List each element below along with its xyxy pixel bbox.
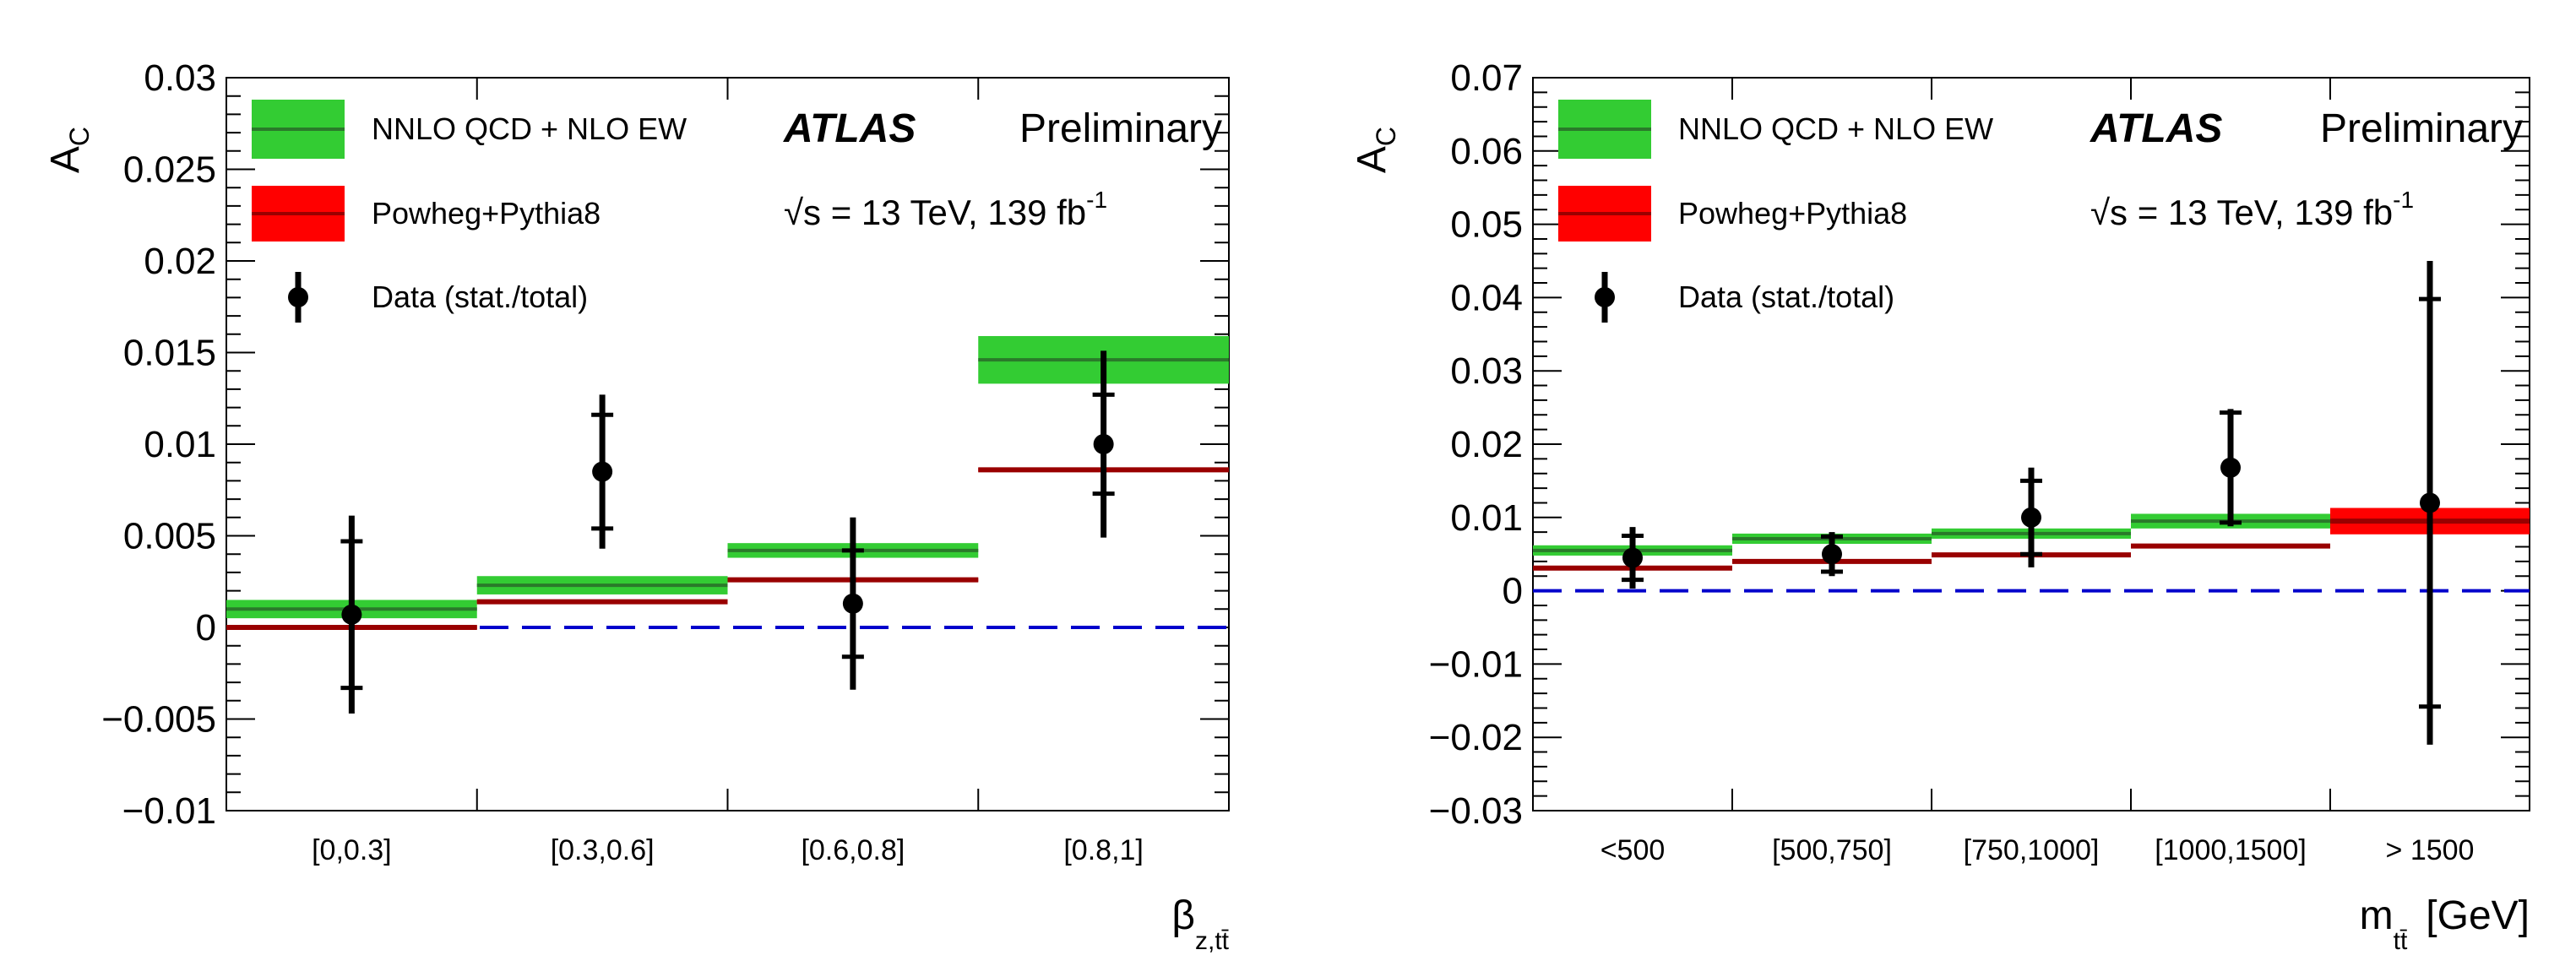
data-point — [1093, 434, 1114, 454]
y-axis-title: AC — [43, 127, 95, 173]
x-axis-title-sub: tt̄ — [2394, 927, 2408, 955]
x-category-label: [0,0.3] — [312, 834, 392, 866]
lumi-unit-superscript: -1 — [1086, 187, 1107, 213]
legend-data-label: Data (stat./total) — [372, 280, 588, 314]
x-category-label: <500 — [1600, 834, 1666, 866]
y-tick-label: 0.03 — [144, 57, 216, 99]
preliminary-label: Preliminary — [2320, 106, 2523, 151]
y-tick-label: 0.02 — [144, 241, 216, 282]
y-tick-label: 0.03 — [1450, 350, 1523, 392]
panel-right: −0.03 −0.02 −0.01 0 0.01 0.02 0.03 0.04 0.05 0.06… — [1350, 57, 2530, 955]
y-axis-title-sub: C — [1371, 127, 1401, 146]
y-axis-title: AC — [1350, 127, 1401, 173]
energy-lumi-text: √s = 13 TeV, 139 fb — [784, 193, 1086, 232]
x-category-label: [0.6,0.8] — [801, 834, 905, 866]
y-tick-label: 0.015 — [123, 333, 216, 374]
y-tick-label: −0.01 — [122, 790, 216, 832]
data-point — [592, 461, 613, 482]
y-axis-title-main: A — [1350, 146, 1394, 173]
y-tick-label: 0.06 — [1450, 131, 1523, 172]
data-point — [1622, 547, 1643, 568]
data-point — [341, 604, 362, 625]
legend-powheg-label: Powheg+Pythia8 — [1678, 196, 1907, 231]
legend-data-marker — [288, 287, 308, 307]
x-axis-title: mtt̄ [GeV] — [2360, 893, 2530, 955]
y-tick-label: −0.005 — [101, 699, 216, 741]
energy-lumi-label: √s = 13 TeV, 139 fb-1 — [2090, 187, 2414, 232]
x-axis-title-unit: [GeV] — [2426, 893, 2530, 938]
preliminary-label: Preliminary — [1019, 106, 1222, 151]
atlas-label: ATLAS — [2090, 106, 2222, 151]
x-category-label: [1000,1500] — [2155, 834, 2307, 866]
y-axis-title-main: A — [43, 146, 88, 173]
plot-frame — [226, 77, 1230, 811]
energy-lumi-label: √s = 13 TeV, 139 fb-1 — [784, 187, 1107, 232]
plot-frame — [1532, 77, 2530, 811]
y-tick-label: 0.05 — [1450, 204, 1523, 246]
lumi-unit-superscript: -1 — [2393, 187, 2414, 213]
legend-theory-label: NNLO QCD + NLO EW — [372, 111, 687, 146]
y-tick-label: −0.02 — [1429, 717, 1523, 758]
legend-powheg-label: Powheg+Pythia8 — [372, 196, 601, 231]
y-tick-label: 0.02 — [1450, 424, 1523, 465]
x-axis-title-main: m — [2360, 893, 2394, 938]
legend-data-marker — [1595, 287, 1615, 307]
x-category-label: > 1500 — [2386, 834, 2475, 866]
data-point — [1822, 544, 1842, 565]
data-point — [842, 593, 863, 614]
data-point — [2220, 457, 2241, 478]
y-tick-label: 0.04 — [1450, 277, 1523, 318]
atlas-label: ATLAS — [783, 106, 916, 151]
y-tick-label: 0.07 — [1450, 57, 1523, 99]
x-axis-title-sub: z,tt̄ — [1195, 927, 1230, 955]
y-tick-label: 0.005 — [123, 516, 216, 557]
y-tick-label: −0.03 — [1429, 790, 1523, 832]
data-point — [2021, 507, 2041, 528]
x-category-label: [0.8,1] — [1063, 834, 1144, 866]
legend-theory-label: NNLO QCD + NLO EW — [1678, 111, 1993, 146]
y-tick-label: 0.01 — [144, 424, 216, 465]
data-point — [2420, 492, 2440, 513]
x-category-label: [750,1000] — [1964, 834, 2100, 866]
y-tick-label: 0 — [1503, 571, 1523, 612]
energy-lumi-text: √s = 13 TeV, 139 fb — [2090, 193, 2393, 232]
panel-left: −0.01 −0.005 0 0.005 0.01 0.015 0.02 0.025 0.03 [… — [43, 57, 1230, 955]
y-tick-label: 0.025 — [123, 149, 216, 191]
y-tick-label: 0 — [196, 607, 216, 649]
y-tick-label: −0.01 — [1429, 643, 1523, 685]
legend-data-label: Data (stat./total) — [1678, 280, 1894, 314]
x-category-label: [0.3,0.6] — [551, 834, 655, 866]
x-category-label: [500,750] — [1772, 834, 1892, 866]
y-tick-label: 0.01 — [1450, 497, 1523, 539]
x-axis-title: βz,tt̄ — [1171, 893, 1229, 955]
x-axis-title-main: β — [1171, 893, 1195, 938]
y-axis-title-sub: C — [64, 127, 95, 146]
